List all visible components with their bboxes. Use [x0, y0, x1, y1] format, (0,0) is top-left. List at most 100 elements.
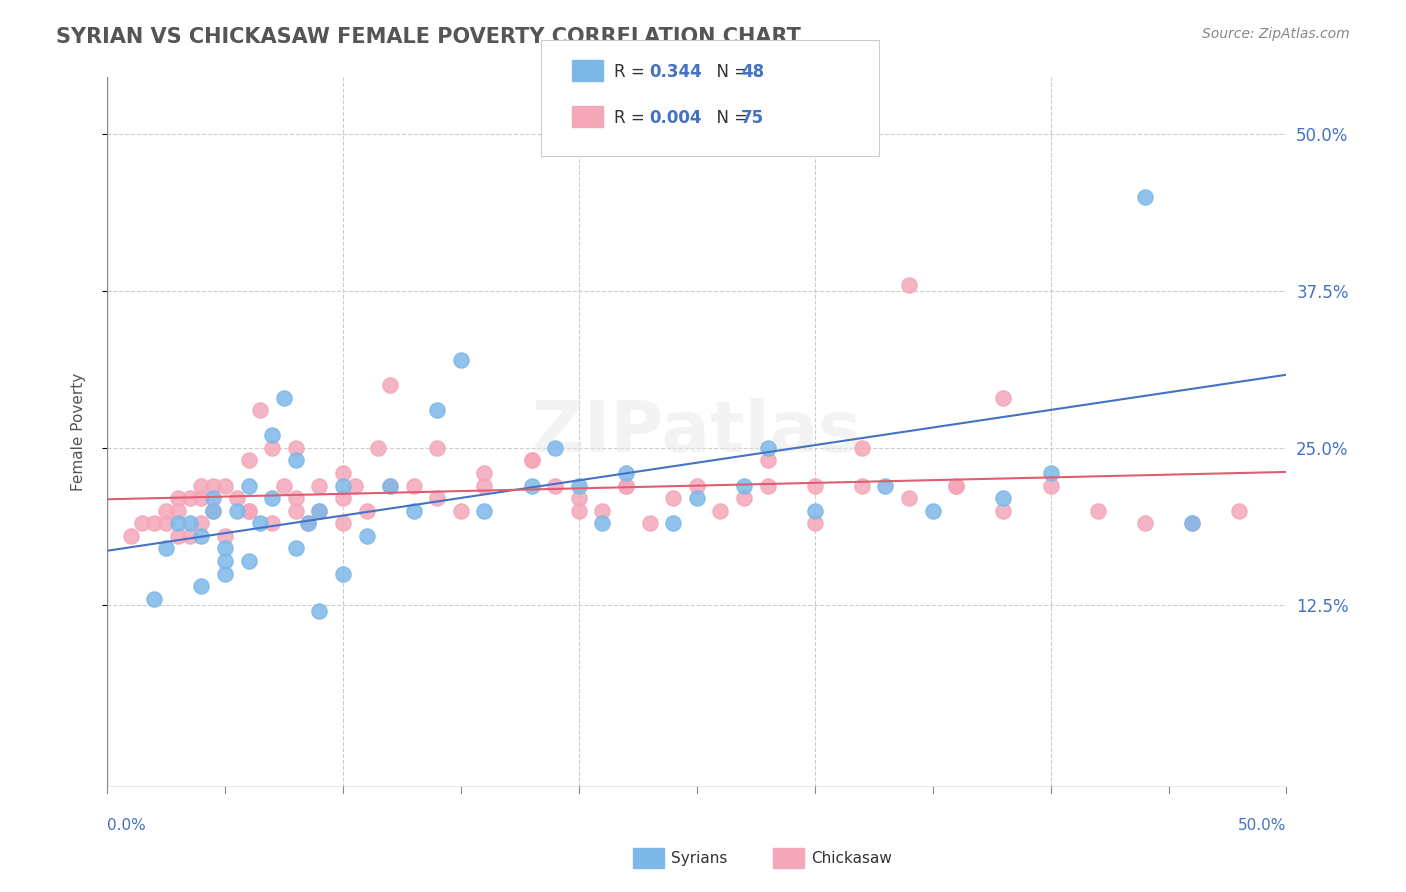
Point — [308, 504, 330, 518]
Point — [426, 491, 449, 505]
Point — [166, 491, 188, 505]
Point — [1039, 466, 1062, 480]
Point — [214, 529, 236, 543]
Point — [166, 504, 188, 518]
Point — [1039, 478, 1062, 492]
Point — [238, 504, 260, 518]
Point — [803, 516, 825, 531]
Point — [568, 491, 591, 505]
Text: Syrians: Syrians — [671, 851, 727, 865]
Point — [686, 491, 709, 505]
Point — [284, 491, 307, 505]
Point — [202, 504, 225, 518]
Point — [1181, 516, 1204, 531]
Point — [190, 491, 212, 505]
Y-axis label: Female Poverty: Female Poverty — [72, 373, 86, 491]
Text: 0.004: 0.004 — [650, 109, 702, 128]
Point — [131, 516, 153, 531]
Point — [591, 516, 613, 531]
Point — [474, 504, 496, 518]
Point — [733, 491, 755, 505]
Point — [568, 478, 591, 492]
Point — [993, 491, 1015, 505]
Point — [544, 478, 567, 492]
Point — [225, 504, 247, 518]
Point — [709, 504, 731, 518]
Point — [614, 478, 637, 492]
Text: Chickasaw: Chickasaw — [811, 851, 893, 865]
Point — [875, 478, 897, 492]
Point — [225, 491, 247, 505]
Point — [450, 353, 472, 368]
Text: ZIPatlas: ZIPatlas — [531, 398, 862, 467]
Point — [898, 277, 921, 292]
Point — [155, 504, 177, 518]
Point — [214, 566, 236, 581]
Text: Source: ZipAtlas.com: Source: ZipAtlas.com — [1202, 27, 1350, 41]
Point — [179, 516, 201, 531]
Text: SYRIAN VS CHICKASAW FEMALE POVERTY CORRELATION CHART: SYRIAN VS CHICKASAW FEMALE POVERTY CORRE… — [56, 27, 801, 46]
Point — [402, 478, 425, 492]
Point — [662, 491, 685, 505]
Point — [262, 516, 284, 531]
Point — [520, 478, 543, 492]
Point — [155, 516, 177, 531]
Point — [945, 478, 967, 492]
Point — [308, 478, 330, 492]
Point — [166, 529, 188, 543]
Text: 0.344: 0.344 — [650, 63, 703, 81]
Point — [803, 478, 825, 492]
Point — [284, 504, 307, 518]
Point — [756, 441, 779, 455]
Point — [284, 441, 307, 455]
Point — [214, 478, 236, 492]
Point — [356, 504, 378, 518]
Point — [273, 391, 295, 405]
Point — [284, 453, 307, 467]
Point — [190, 579, 212, 593]
Point — [378, 478, 401, 492]
Point — [993, 391, 1015, 405]
Text: R =: R = — [614, 109, 651, 128]
Point — [756, 478, 779, 492]
Point — [238, 478, 260, 492]
Point — [520, 453, 543, 467]
Point — [238, 554, 260, 568]
Point — [520, 453, 543, 467]
Point — [803, 504, 825, 518]
Point — [332, 516, 354, 531]
Point — [686, 478, 709, 492]
Point — [356, 529, 378, 543]
Point — [143, 591, 166, 606]
Point — [544, 441, 567, 455]
Point — [474, 478, 496, 492]
Point — [249, 516, 271, 531]
Point — [179, 491, 201, 505]
Point — [614, 478, 637, 492]
Point — [378, 378, 401, 392]
Point — [249, 403, 271, 417]
Point — [1227, 504, 1250, 518]
Point — [733, 478, 755, 492]
Point — [426, 403, 449, 417]
Text: R =: R = — [614, 63, 651, 81]
Point — [343, 478, 366, 492]
Point — [155, 541, 177, 556]
Point — [332, 478, 354, 492]
Point — [568, 504, 591, 518]
Point — [945, 478, 967, 492]
Point — [332, 491, 354, 505]
Point — [214, 554, 236, 568]
Point — [851, 478, 873, 492]
Point — [166, 516, 188, 531]
Point — [426, 441, 449, 455]
Point — [179, 529, 201, 543]
Point — [1087, 504, 1109, 518]
Text: 50.0%: 50.0% — [1239, 818, 1286, 833]
Point — [367, 441, 389, 455]
Point — [898, 491, 921, 505]
Point — [202, 491, 225, 505]
Point — [190, 478, 212, 492]
Point — [238, 453, 260, 467]
Point — [614, 466, 637, 480]
